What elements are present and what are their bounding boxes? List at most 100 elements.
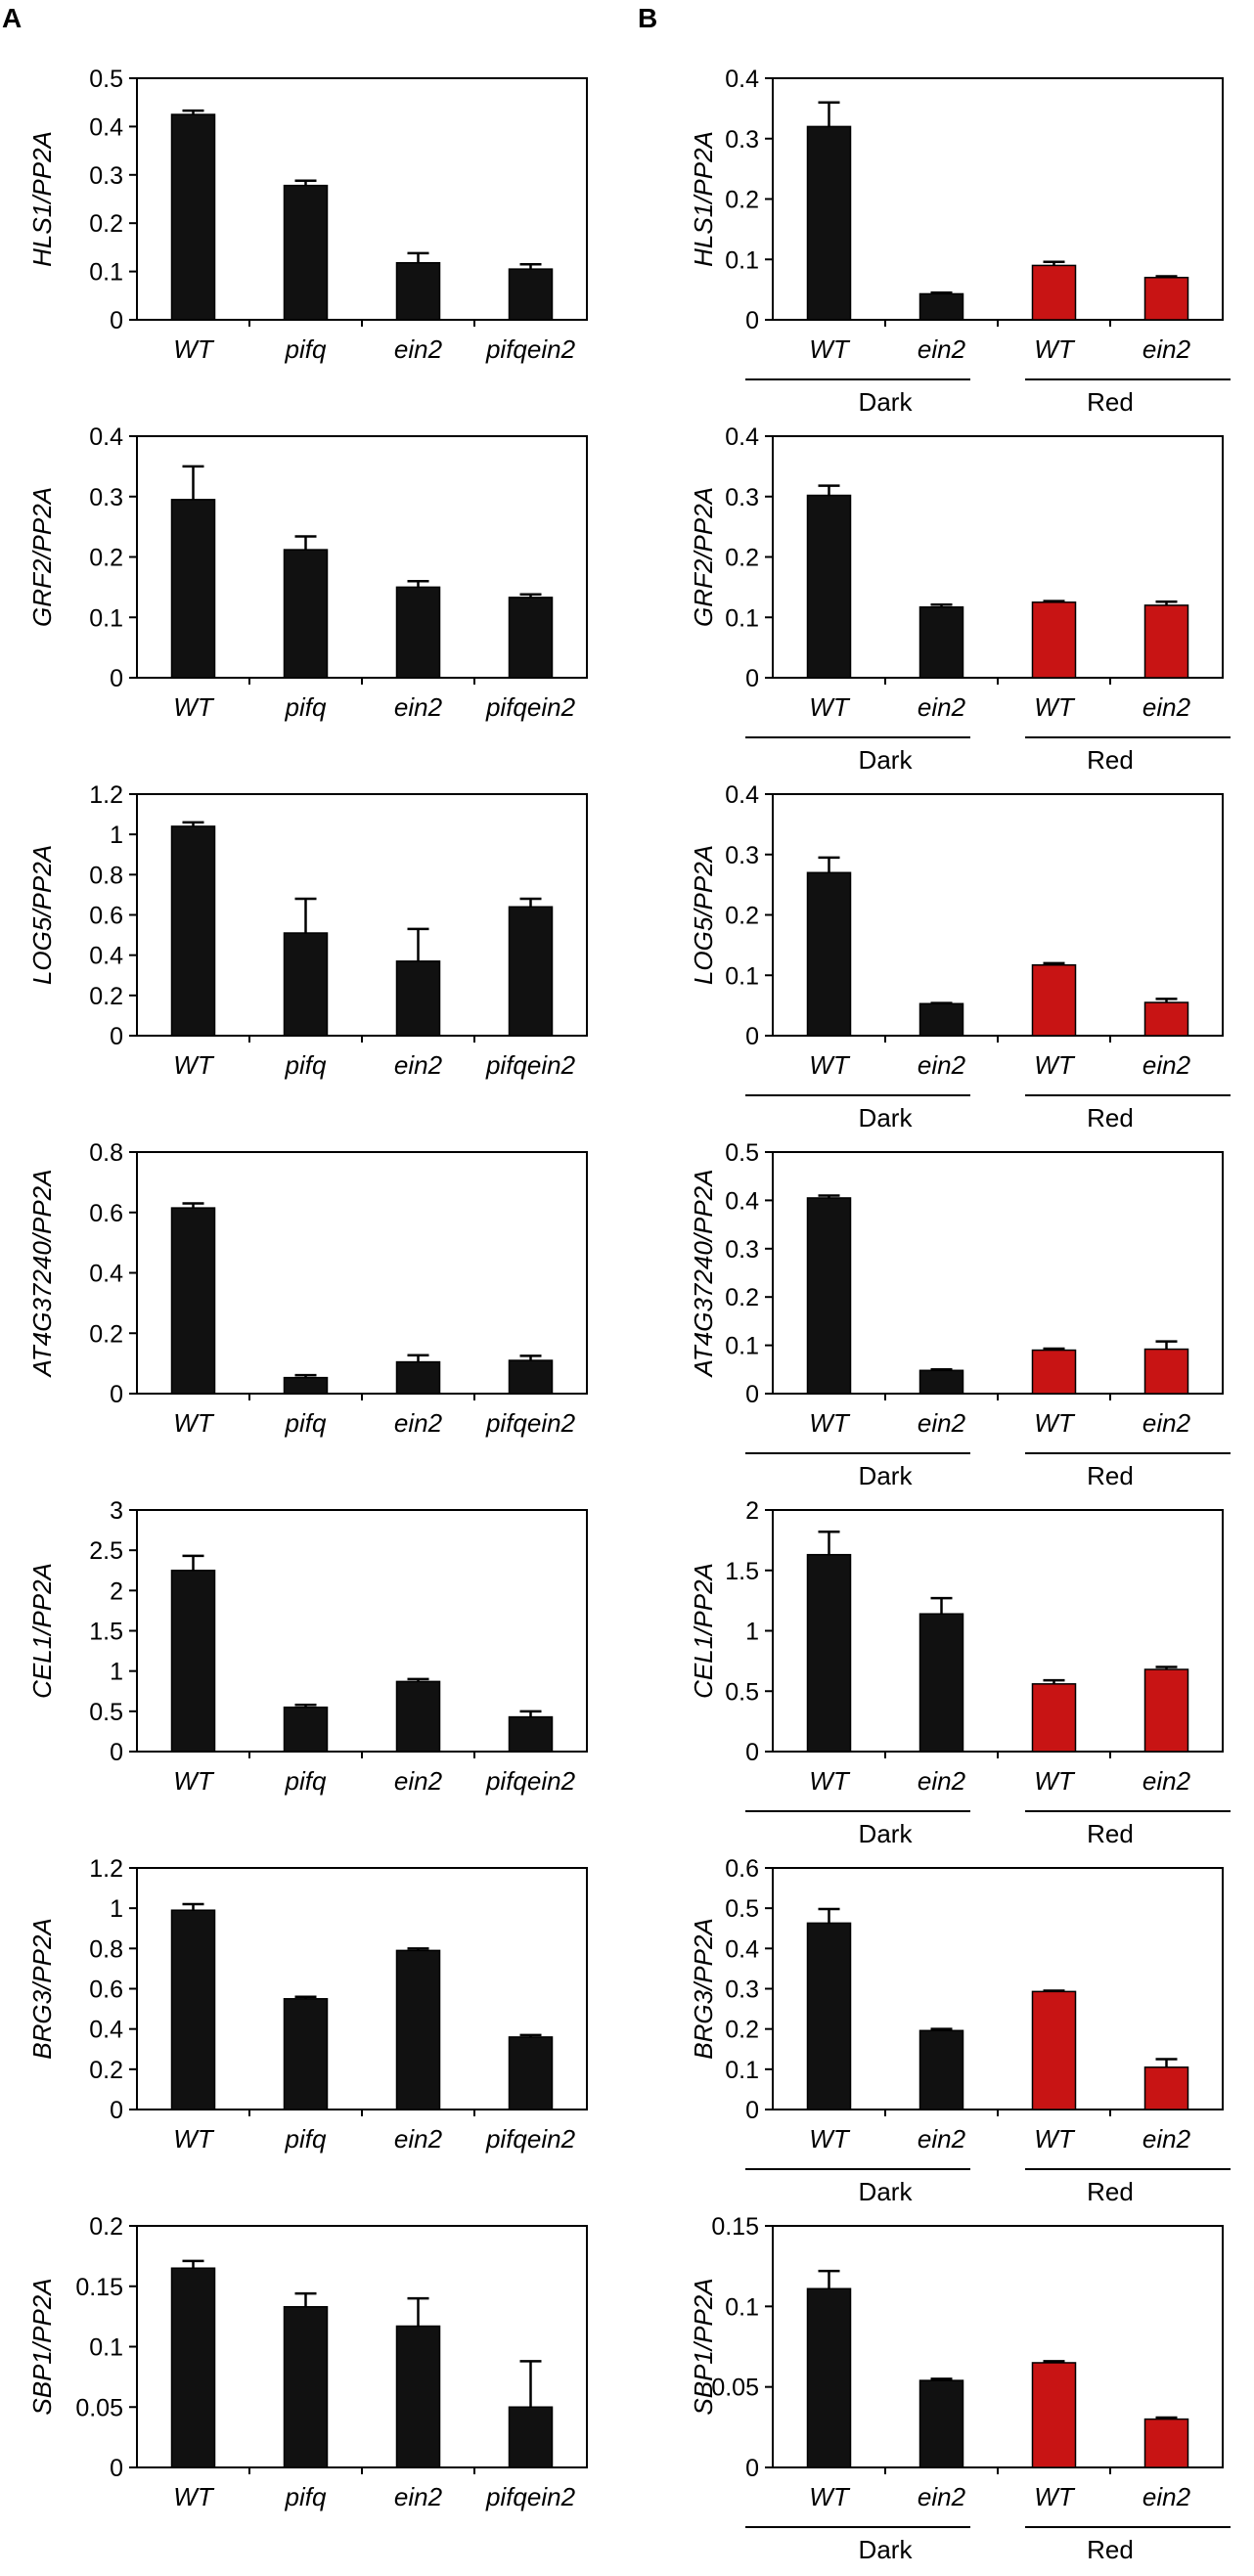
a7-bar-1 xyxy=(283,2305,329,2468)
b5-category-label: WT xyxy=(809,1766,851,1796)
b6-group-label-dark: Dark xyxy=(859,2177,914,2206)
b6-ytick-label: 0 xyxy=(745,2097,759,2124)
a7-category-label: pifq xyxy=(285,2482,327,2511)
b2-y-axis-title: GRF2/PP2A xyxy=(689,487,718,627)
a6-bar-0 xyxy=(170,1909,216,2110)
b1-bar-3 xyxy=(1143,277,1189,321)
panel-label-b: B xyxy=(638,3,657,33)
a6-ytick-label: 1 xyxy=(110,1895,123,1923)
a1-bar-1 xyxy=(283,184,329,321)
a7-category-label: ein2 xyxy=(394,2482,443,2511)
a3-ytick-label: 1 xyxy=(110,822,123,849)
b6-group-label-red: Red xyxy=(1087,2177,1134,2206)
a7-bar-0 xyxy=(170,2267,216,2468)
a5-bar-1 xyxy=(283,1706,329,1753)
a1-y-axis-title: HLS1/PP2A xyxy=(27,131,57,267)
a5-ytick-label: 0.5 xyxy=(89,1699,123,1726)
b6-y-axis-title: BRG3/PP2A xyxy=(689,1918,718,2060)
b5-group-label-dark: Dark xyxy=(859,1819,914,1848)
a4-ytick-label: 0.4 xyxy=(89,1261,123,1288)
a3-bar-1 xyxy=(283,932,329,1037)
b5-ytick-label: 2 xyxy=(745,1497,759,1525)
b6-category-label: WT xyxy=(809,2124,851,2154)
b2-bar-3 xyxy=(1143,604,1189,679)
a5-y-axis-title: CEL1/PP2A xyxy=(27,1563,57,1699)
b1-ytick-label: 0.1 xyxy=(725,246,759,274)
b2-category-label: ein2 xyxy=(1142,692,1191,722)
b6-ytick-label: 0.1 xyxy=(725,2057,759,2084)
a3-ytick-label: 1.2 xyxy=(89,781,123,809)
a2-category-label: ein2 xyxy=(394,692,443,722)
b2-group-label-dark: Dark xyxy=(859,745,914,775)
b7-bar-2 xyxy=(1031,2362,1077,2468)
a7-category-label: pifqein2 xyxy=(485,2482,576,2511)
a2-ytick-label: 0 xyxy=(110,665,123,692)
b7-y-axis-title: SBP1/PP2A xyxy=(689,2278,718,2415)
b4-category-label: WT xyxy=(1034,1408,1076,1438)
b2-ytick-label: 0 xyxy=(745,665,759,692)
b3-ytick-label: 0.3 xyxy=(725,842,759,869)
a6-ytick-label: 0.4 xyxy=(89,2017,123,2044)
a6-ytick-label: 0.8 xyxy=(89,1935,123,1963)
a6-y-axis-title: BRG3/PP2A xyxy=(27,1918,57,2060)
b1-ytick-label: 0.3 xyxy=(725,126,759,154)
b7-category-label: WT xyxy=(809,2482,851,2511)
a5-category-label: pifqein2 xyxy=(485,1766,576,1796)
a6-ytick-label: 1.2 xyxy=(89,1855,123,1883)
b4-group-label-red: Red xyxy=(1087,1461,1134,1490)
b1-group-label-dark: Dark xyxy=(859,387,914,417)
b1-category-label: WT xyxy=(1034,334,1076,364)
b2-category-label: WT xyxy=(809,692,851,722)
a2-y-axis-title: GRF2/PP2A xyxy=(27,487,57,627)
a1-bar-0 xyxy=(170,113,216,321)
a7-ytick-label: 0.1 xyxy=(89,2334,123,2362)
b1-y-axis-title: HLS1/PP2A xyxy=(689,131,718,267)
b4-category-label: ein2 xyxy=(918,1408,966,1438)
b4-y-axis-title: AT4G37240/PP2A xyxy=(689,1170,718,1379)
b5-ytick-label: 0.5 xyxy=(725,1678,759,1706)
b4-ytick-label: 0.2 xyxy=(725,1284,759,1311)
a4-ytick-label: 0.8 xyxy=(89,1139,123,1167)
b1-ytick-label: 0.4 xyxy=(725,66,759,93)
a6-ytick-label: 0 xyxy=(110,2097,123,2124)
b1-bar-1 xyxy=(918,292,964,321)
a4-bar-1 xyxy=(283,1376,329,1395)
b6-ytick-label: 0.6 xyxy=(725,1855,759,1883)
a1-category-label: ein2 xyxy=(394,334,443,364)
a4-category-label: WT xyxy=(173,1408,215,1438)
b2-ytick-label: 0.1 xyxy=(725,604,759,632)
a4-bar-2 xyxy=(395,1360,441,1395)
b7-ytick-label: 0.15 xyxy=(711,2213,759,2241)
a4-bar-0 xyxy=(170,1207,216,1395)
b4-bar-2 xyxy=(1031,1349,1077,1395)
b3-category-label: WT xyxy=(1034,1050,1076,1080)
b3-category-label: ein2 xyxy=(918,1050,966,1080)
b4-ytick-label: 0.3 xyxy=(725,1236,759,1264)
b7-bar-3 xyxy=(1143,2418,1189,2468)
a5-ytick-label: 1 xyxy=(110,1659,123,1686)
a1-ytick-label: 0.4 xyxy=(89,113,123,141)
a6-ytick-label: 0.6 xyxy=(89,1976,123,2004)
b6-bar-1 xyxy=(918,2029,964,2110)
a5-ytick-label: 2 xyxy=(110,1577,123,1605)
b5-bar-0 xyxy=(806,1553,852,1753)
b1-bar-0 xyxy=(806,125,852,321)
b4-group-label-dark: Dark xyxy=(859,1461,914,1490)
a3-ytick-label: 0 xyxy=(110,1023,123,1050)
a1-category-label: pifq xyxy=(285,334,327,364)
b3-bar-3 xyxy=(1143,1001,1189,1037)
a3-category-label: pifq xyxy=(285,1050,327,1080)
b1-category-label: ein2 xyxy=(1142,334,1191,364)
a2-bar-1 xyxy=(283,549,329,679)
a1-category-label: pifqein2 xyxy=(485,334,576,364)
a4-y-axis-title: AT4G37240/PP2A xyxy=(27,1170,57,1379)
a2-category-label: WT xyxy=(173,692,215,722)
b3-bar-2 xyxy=(1031,964,1077,1037)
b7-ytick-label: 0 xyxy=(745,2455,759,2482)
a3-ytick-label: 0.8 xyxy=(89,862,123,889)
b4-category-label: WT xyxy=(809,1408,851,1438)
b5-ytick-label: 1 xyxy=(745,1619,759,1646)
b6-category-label: ein2 xyxy=(1142,2124,1191,2154)
b6-bar-2 xyxy=(1031,1990,1077,2110)
